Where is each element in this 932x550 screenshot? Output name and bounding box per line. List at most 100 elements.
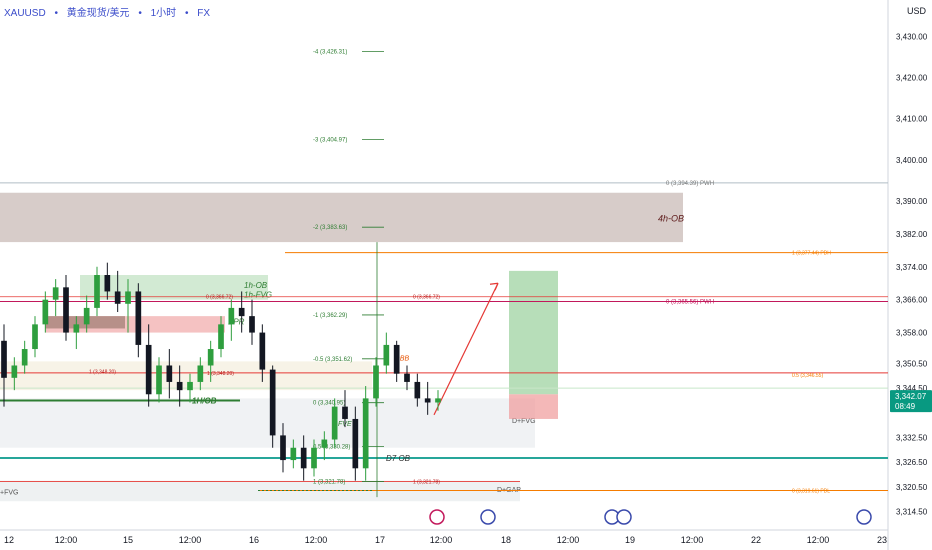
chart-levels: 0 (3,394.39) PWH 1 (3,377.44) PDH 0 (3,365…: [0, 50, 888, 498]
price-tick-10: 3,344.50: [896, 384, 928, 393]
candle-body-3: [32, 324, 38, 350]
candle-body-4: [42, 299, 49, 325]
header-sep-3: •: [184, 8, 189, 19]
time-tick-0: 12: [4, 535, 14, 545]
time-axis[interactable]: 12 12:00 15 12:00 16 12:00 17 12:00 18 12:00 19 12:…: [4, 509, 887, 545]
price-tick-9: 3,350.50: [896, 359, 928, 368]
price-tick-8: 3,358.00: [896, 329, 928, 338]
label-dfvg: D+FVG: [512, 418, 536, 425]
zone-4h-ob: [0, 192, 683, 243]
candle-body-42: [435, 398, 441, 403]
candle-body-12: [125, 291, 131, 304]
time-tick-14: 23: [877, 535, 887, 545]
time-tick-1: 12:00: [55, 535, 78, 545]
time-tick-6: 17: [375, 535, 385, 545]
candle-body-7: [73, 324, 80, 333]
plot-bg: [0, 0, 888, 530]
label-pwl: 0 (3,394.39) PWH: [666, 181, 714, 187]
countdown-label: 08:49: [895, 402, 916, 411]
price-tick-5: 3,382.00: [896, 230, 928, 239]
header-sep-1: •: [54, 8, 58, 19]
price-tick-11: 3,332.50: [896, 433, 928, 442]
zone-stop: [509, 394, 558, 419]
time-tick-5: 12:00: [305, 535, 328, 545]
fib-label-5: 0 (3,340.95): [313, 401, 345, 407]
candle-body-24: [249, 316, 255, 333]
candle-body-19: [197, 365, 204, 382]
time-tick-4: 16: [249, 535, 259, 545]
label-small-b: 0 (3,366.72): [413, 295, 440, 301]
label-pdl: 0 (3,319.61) PDL: [792, 488, 830, 494]
label-1h-ob: 1h-OB: [244, 281, 268, 290]
fib-label-6: 0.5 (3,330.28): [313, 445, 350, 451]
projection-arrow-line: [433, 282, 499, 416]
candle-body-27: [280, 435, 286, 461]
candle-body-0: [1, 340, 7, 378]
last-price-label: 3,342.07: [895, 392, 927, 401]
symbol-label[interactable]: XAUUSD: [4, 8, 46, 19]
candle-body-5: [52, 287, 59, 300]
label-pdh: 1 (3,377.44) PDH: [792, 251, 831, 257]
interval-label[interactable]: 1小时: [150, 8, 177, 19]
price-tick-1: 3,420.00: [896, 74, 928, 83]
candle-body-6: [63, 287, 69, 333]
instrument-label: 黄金现货/美元: [66, 8, 130, 19]
candle-body-14: [145, 344, 152, 395]
candle-body-28: [290, 447, 297, 461]
candle-body-2: [21, 349, 28, 366]
price-tick-4: 3,390.00: [896, 197, 928, 206]
time-tick-2: 15: [123, 535, 133, 545]
zone-1h-ob: [80, 275, 268, 300]
label-1h-ob-low: 1H/OB: [192, 396, 217, 405]
label-small-c: 1 (3,348.20): [207, 371, 234, 377]
fib-label-2: -2 (3,383.63): [313, 225, 347, 231]
label-bpr: BPR: [228, 317, 245, 326]
time-tick-11: 12:00: [681, 535, 704, 545]
label-small-e: 1 (3,321.78): [413, 480, 440, 486]
candle-body-9: [94, 275, 100, 308]
price-tick-0: 3,430.00: [896, 32, 928, 41]
candle-body-20: [207, 349, 214, 366]
candle-body-34: [352, 418, 359, 469]
time-tick-7: 12:00: [430, 535, 453, 545]
time-tick-13: 12:00: [807, 535, 830, 545]
label-4h-ob: 4h-OB: [658, 213, 684, 223]
time-tick-3: 12:00: [179, 535, 202, 545]
price-tick-7: 3,366.00: [896, 296, 928, 305]
price-tick-13: 3,320.50: [896, 483, 928, 492]
candle-body-40: [414, 381, 421, 399]
last-price-tag: [890, 390, 932, 413]
fib-label-4: -0.5 (3,351.62): [313, 357, 352, 363]
event-marker-icon-0: [429, 509, 445, 525]
candle-body-1: [11, 365, 18, 378]
fib-label-1: -3 (3,404.97): [313, 137, 347, 143]
candle-body-39: [404, 373, 410, 382]
time-tick-9: 12:00: [557, 535, 580, 545]
currency-label[interactable]: USD: [906, 6, 926, 16]
zone-target: [509, 270, 558, 395]
label-hbb: hBB: [396, 355, 410, 362]
candle-body-41: [424, 398, 431, 403]
event-marker-icon-3: [616, 509, 632, 525]
price-axis[interactable]: 3,430.00 3,420.00 3,410.00 3,400.00 3,390.00…: [890, 32, 932, 516]
candle-body-25: [259, 332, 266, 370]
candle-body-36: [373, 365, 379, 399]
candle-body-30: [311, 447, 317, 469]
candle-body-8: [83, 307, 90, 325]
header-sep-2: •: [138, 8, 142, 19]
candle-body-33: [342, 406, 348, 419]
label-small-f: 1 (3,348.20): [89, 370, 116, 376]
price-tick-3: 3,400.00: [896, 156, 928, 165]
candle-body-31: [321, 439, 328, 448]
candle-body-37: [383, 344, 390, 366]
candle-body-11: [114, 291, 121, 304]
event-marker-icon-4: [856, 509, 872, 525]
fib-label-3: -1 (3,362.29): [313, 313, 347, 319]
candle-body-16: [166, 365, 173, 382]
fib-label-0: -4 (3,426.31): [313, 50, 347, 56]
candle-body-10: [104, 275, 111, 292]
time-tick-8: 18: [501, 535, 511, 545]
candle-body-22: [228, 307, 235, 325]
